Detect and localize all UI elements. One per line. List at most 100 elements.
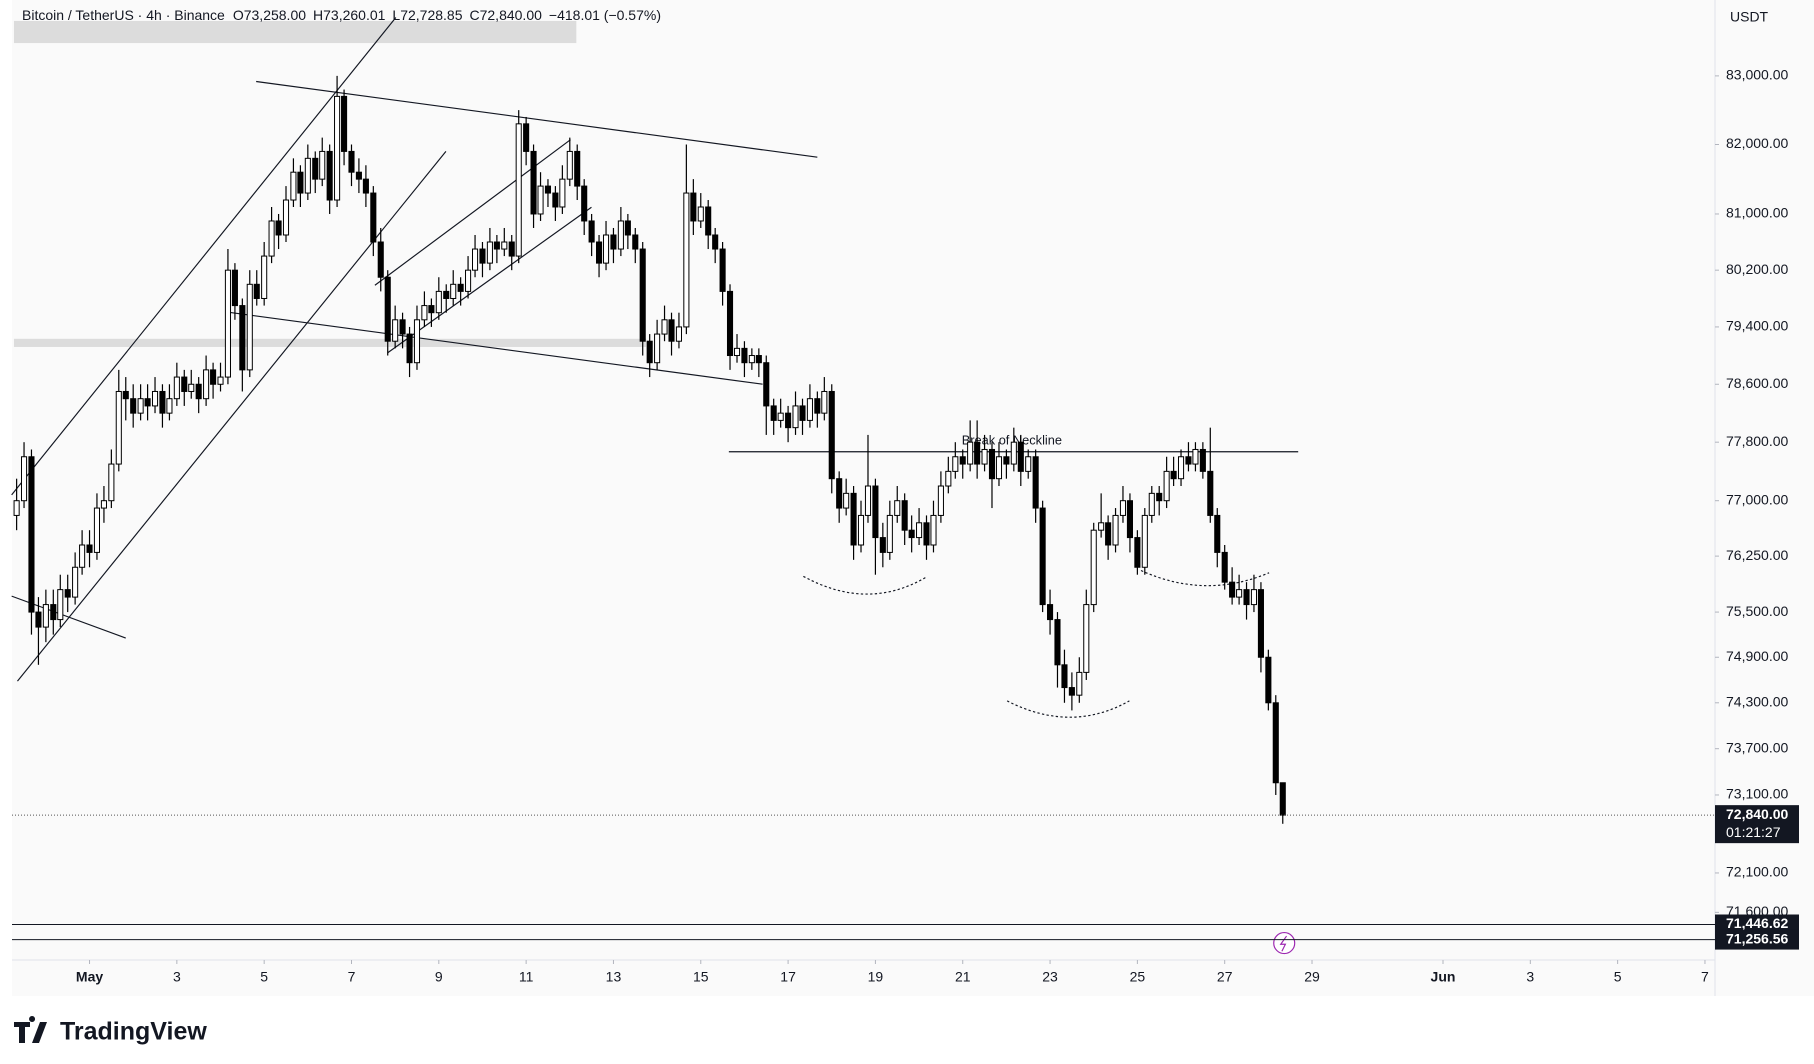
candle-body [945,470,952,487]
head-arc [1006,700,1130,718]
candle-body [792,405,799,429]
candle-body [443,290,450,299]
candle-body [465,269,472,292]
countdown-label: 01:21:27 [1726,824,1781,840]
candle-body [79,544,86,568]
candle-body [821,390,828,414]
candle-body [384,276,391,342]
x-tick-label: 11 [519,969,534,985]
price-tag [1715,914,1799,935]
candle-body [1134,537,1141,568]
candle-body [916,522,923,539]
candle-body [72,566,79,598]
candle-body [777,412,784,421]
candle-body [785,412,792,429]
y-tick-label: 81,000.00 [1726,205,1788,221]
candle-body [595,241,603,264]
candle-body [1119,500,1127,516]
candle-body [690,192,697,222]
y-tick-label: 77,000.00 [1726,491,1788,507]
candle-body [697,206,704,222]
candle-body [668,319,675,342]
candle-body [1156,492,1163,502]
candle-body [530,150,537,215]
x-tick-label: Jun [1431,969,1456,985]
y-tick-label: 72,100.00 [1726,864,1788,880]
candle-body [1177,456,1185,480]
currency-label: USDT [1730,9,1769,25]
candle-body [326,150,333,201]
candle-body [879,537,886,553]
y-tick-label: 74,300.00 [1726,693,1788,709]
candle-body [1039,507,1046,606]
candle-body [755,355,762,364]
candle-body [246,283,253,371]
candle-body [151,390,159,407]
candle-body [413,319,421,364]
candle-body [726,290,734,357]
price-tag-label: 71,446.62 [1726,915,1788,931]
y-tick-label: 82,000.00 [1726,135,1788,151]
candle-body [886,514,893,553]
alert-icon[interactable] [1273,932,1296,955]
candle-body [137,398,144,414]
candle-body [988,448,996,480]
candle-body [181,376,188,392]
candle-body [493,241,500,250]
candle-body [1025,456,1032,472]
candle-body [959,456,966,465]
candle-body [552,192,559,208]
candle-body [195,383,202,400]
x-tick-label: 19 [868,969,884,985]
zone [13,20,577,44]
candle-body [377,241,384,278]
candle-body [748,355,755,364]
candle-body [1047,604,1054,621]
candle-body [1054,619,1061,666]
candle-body [35,611,42,628]
candle-body [406,333,413,364]
candle-body [617,220,624,250]
candle-body [1243,589,1250,606]
candle-body [806,398,813,421]
drawings: Break of Neckline [11,17,1299,955]
candle-body [1221,551,1228,583]
x-tick-label: 17 [780,969,796,985]
candle-body [763,362,770,407]
candle-body [1148,492,1155,516]
candle-body [268,220,275,257]
candle-body [1003,456,1010,465]
price-tag-label: 71,256.56 [1726,930,1788,946]
candle-body [770,405,777,421]
x-tick-label: May [76,969,103,985]
header-item: C72,840.00 [470,7,543,23]
header-item: O73,258.00 [233,7,306,23]
candle-body [130,398,137,414]
candle-body [654,333,661,364]
candle-body [319,150,326,180]
annotation: Break of Neckline [962,433,1062,448]
candle-body [901,500,908,531]
candle-body [1272,702,1279,784]
symbol-header: Bitcoin / TetherUS · 4h · Binance O73,258… [22,7,661,23]
y-tick-label: 73,700.00 [1726,739,1788,755]
candle-body [981,448,988,465]
candle-body [814,398,821,414]
candles [13,75,1286,824]
x-tick-label: 3 [1526,969,1534,985]
alert-icon-bolt [1279,935,1288,952]
candle-body [13,500,20,516]
candle-body [1061,664,1068,689]
y-tick-label: 83,000.00 [1726,67,1788,83]
candle-body [239,305,246,371]
candle-body [1032,456,1039,509]
candle-body [559,178,566,208]
candle-body [508,241,515,257]
x-tick-label: 9 [435,969,443,985]
candle-body [93,507,101,553]
y-tick-label: 73,100.00 [1726,786,1788,802]
candle-body [544,185,552,194]
trend-line [256,80,818,158]
candle-body [1126,500,1134,539]
x-tick-label: 7 [1701,969,1709,985]
